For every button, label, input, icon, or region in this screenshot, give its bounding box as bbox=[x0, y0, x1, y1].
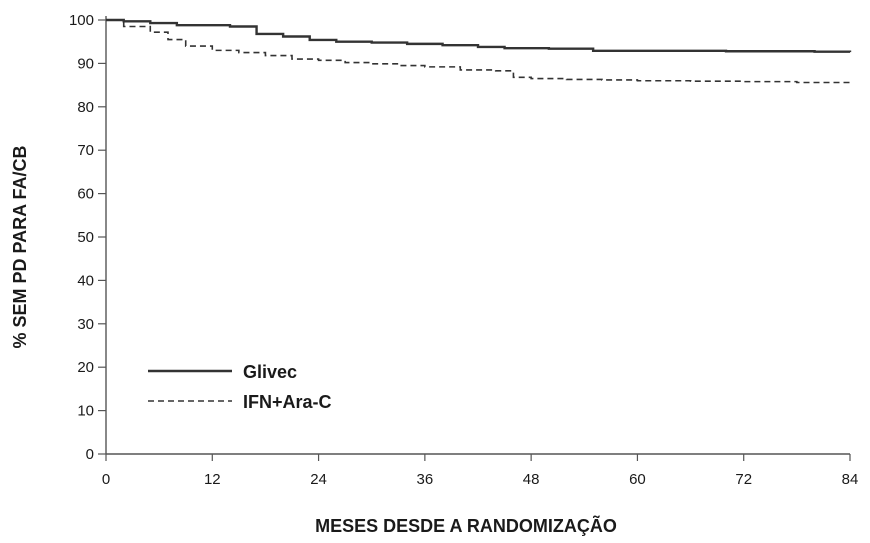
x-tick-label: 48 bbox=[523, 471, 540, 488]
x-tick-label: 60 bbox=[629, 471, 646, 488]
x-tick-label: 12 bbox=[204, 471, 221, 488]
y-tick-label: 10 bbox=[77, 403, 94, 420]
x-tick-label: 0 bbox=[102, 471, 110, 488]
series-line-ifn-ara-c bbox=[106, 19, 851, 84]
y-tick-label: 100 bbox=[69, 12, 94, 29]
y-tick-label: 30 bbox=[77, 316, 94, 333]
y-tick-label: 80 bbox=[77, 99, 94, 116]
y-tick-label: 70 bbox=[77, 142, 94, 159]
y-axis-label-group: % SEM PD PARA FA/CB bbox=[10, 145, 30, 348]
y-tick-label: 90 bbox=[77, 55, 94, 72]
x-tick-label: 36 bbox=[417, 471, 434, 488]
x-tick-label: 24 bbox=[310, 471, 327, 488]
series-layer bbox=[106, 18, 852, 84]
axes: 0 10 20 30 40 50 60 70 80 90 100 0 12 24 36 48 60 72 84 bbox=[69, 12, 858, 488]
x-axis-label: MESES DESDE A RANDOMIZAÇÃO bbox=[315, 515, 617, 536]
legend: Glivec IFN+Ara-C bbox=[148, 362, 332, 412]
x-tick-label: 84 bbox=[842, 471, 859, 488]
legend-label: IFN+Ara-C bbox=[243, 392, 332, 412]
series-line-glivec bbox=[106, 18, 852, 53]
legend-label: Glivec bbox=[243, 362, 297, 382]
y-tick-label: 40 bbox=[77, 272, 94, 289]
y-axis-label: % SEM PD PARA FA/CB bbox=[10, 145, 30, 348]
y-tick-label: 50 bbox=[77, 229, 94, 246]
y-tick-label: 0 bbox=[86, 446, 94, 463]
y-tick-label: 60 bbox=[77, 186, 94, 203]
x-tick-label: 72 bbox=[735, 471, 752, 488]
y-tick-label: 20 bbox=[77, 359, 94, 376]
